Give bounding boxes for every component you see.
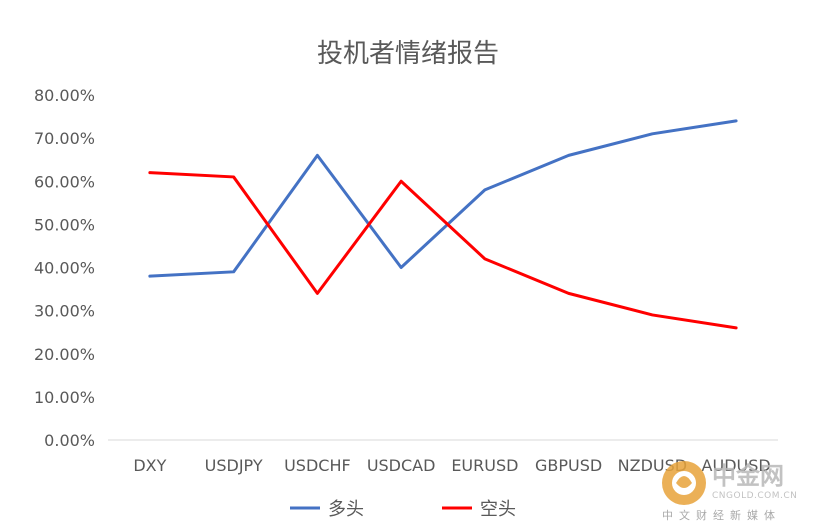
- y-tick-label: 20.00%: [34, 345, 95, 364]
- y-tick-label: 0.00%: [44, 431, 95, 450]
- series-line-1: [148, 171, 738, 330]
- y-tick-label: 80.00%: [34, 86, 95, 105]
- watermark: 中金网 CNGOLD.COM.CN 中文财经新媒体: [662, 461, 797, 522]
- x-tick-label: USDCHF: [284, 456, 351, 475]
- x-tick-label: USDCAD: [367, 456, 436, 475]
- watermark-site: CNGOLD.COM.CN: [712, 491, 797, 501]
- watermark-brand: 中金网: [712, 462, 784, 490]
- legend-label: 空头: [480, 499, 516, 520]
- cngold-logo-icon: [662, 461, 706, 505]
- y-tick-label: 50.00%: [34, 215, 95, 234]
- y-tick-label: 60.00%: [34, 172, 95, 191]
- series-line-0: [148, 119, 738, 278]
- y-axis: 0.00% 10.00% 20.00% 30.00% 40.00% 50.00% 60.00…: [34, 86, 95, 450]
- plot-area: [148, 119, 738, 330]
- x-tick-label: AUDUSD: [702, 456, 771, 475]
- chart-title: 投机者情绪报告: [317, 39, 499, 69]
- x-tick-label: EURUSD: [451, 456, 518, 475]
- legend: 多头 空头: [290, 499, 516, 520]
- y-tick-label: 10.00%: [34, 388, 95, 407]
- watermark-tagline: 中文财经新媒体: [662, 508, 781, 522]
- legend-label: 多头: [328, 499, 364, 520]
- x-tick-label: USDJPY: [205, 456, 263, 475]
- x-tick-label: GBPUSD: [535, 456, 602, 475]
- y-tick-label: 70.00%: [34, 129, 95, 148]
- y-tick-label: 40.00%: [34, 259, 95, 278]
- y-tick-label: 30.00%: [34, 302, 95, 321]
- x-tick-label: DXY: [133, 456, 166, 475]
